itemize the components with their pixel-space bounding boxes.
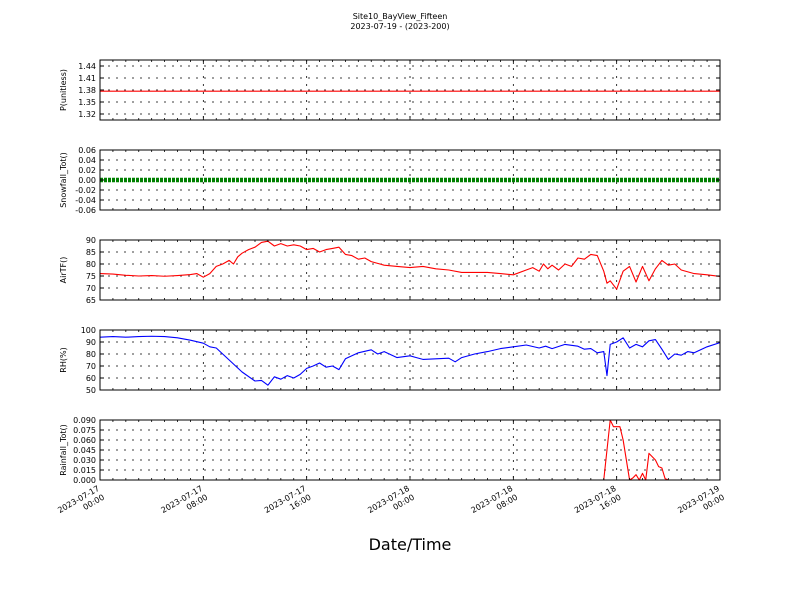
y-axis-label-4: Rainfall_Tot(): [59, 424, 68, 476]
y-tick-label: 50: [86, 386, 96, 395]
y-tick-label: 1.38: [78, 86, 96, 95]
chart-subtitle: 2023-07-19 - (2023-200): [350, 22, 449, 31]
y-tick-label: 85: [86, 248, 96, 257]
panel-1: -0.06-0.04-0.020.000.020.040.06 Snowfall_…: [59, 146, 721, 215]
y-tick-label: 0.045: [73, 446, 96, 455]
y-tick-label: 1.32: [78, 110, 96, 119]
panel-frame: [99, 239, 721, 301]
y-axis-label-2: AirTF(): [59, 257, 68, 284]
y-tick-label: 0.000: [73, 476, 96, 485]
series-line-3-0: [99, 335, 721, 386]
x-tick-labels: 2023-07-1700:00 2023-07-1708:00 2023-07-17…: [56, 484, 726, 524]
y-tick-label: 80: [86, 260, 96, 269]
x-tick-label: 2023-07-1716:00: [263, 484, 313, 524]
y-axis-label-1: Snowfall_Tot(): [59, 152, 68, 208]
panel-frame: [99, 419, 721, 481]
y-tick-label: -0.04: [75, 196, 96, 205]
y-tick-label: 0.06: [78, 146, 96, 155]
panel-frame: [99, 149, 721, 211]
y-tick-label: -0.02: [75, 186, 96, 195]
y-tick-label: 0.015: [73, 466, 96, 475]
y-tick-label: -0.06: [75, 206, 96, 215]
y-tick-label: 0.030: [73, 456, 96, 465]
panel-frame: [99, 59, 721, 121]
y-tick-label: 0.02: [78, 166, 96, 175]
y-tick-label: 80: [86, 350, 96, 359]
y-tick-label: 1.44: [78, 62, 96, 71]
y-tick-label: 90: [86, 236, 96, 245]
y-tick-label: 0.075: [73, 426, 96, 435]
x-tick-label: 2023-07-1708:00: [160, 484, 210, 524]
y-tick-label: 1.41: [78, 74, 96, 83]
y-tick-label: 75: [86, 272, 96, 281]
x-tick-label: 2023-07-1808:00: [470, 484, 520, 524]
y-tick-label: 70: [86, 284, 96, 293]
y-tick-label: 0.00: [78, 176, 96, 185]
panel-frame: [99, 329, 721, 391]
panel-3: 50 60 70 80 90 100 RH(%): [59, 326, 721, 395]
x-axis-label: Date/Time: [369, 535, 452, 554]
panel-0: 1.32 1.35 1.38 1.41 1.44 P(unitless): [59, 59, 721, 121]
y-tick-label: 0.060: [73, 436, 96, 445]
y-tick-label: 60: [86, 374, 96, 383]
x-tick-label: 2023-07-1900:00: [676, 484, 726, 524]
y-tick-label: 1.35: [78, 98, 96, 107]
y-tick-label: 90: [86, 338, 96, 347]
y-tick-label: 0.04: [78, 156, 96, 165]
y-tick-label: 100: [81, 326, 96, 335]
chart-title: Site10_BayView_Fifteen: [353, 12, 448, 21]
x-tick-label: 2023-07-1816:00: [573, 484, 623, 524]
y-tick-label: 65: [86, 296, 96, 305]
y-axis-label-0: P(unitless): [59, 69, 68, 111]
panels: 1.321.351.381.411.44P(unitless)-0.06-0.0…: [59, 59, 721, 485]
y-axis-label-3: RH(%): [59, 347, 68, 372]
series-line-2-0: [99, 240, 721, 290]
x-tick-label: 2023-07-1700:00: [56, 484, 106, 524]
x-tick-label: 2023-07-1800:00: [366, 484, 416, 524]
y-tick-label: 0.090: [73, 416, 96, 425]
y-tick-label: 70: [86, 362, 96, 371]
panel-2: 65 70 75 80 85 90 AirTF(): [59, 236, 721, 305]
